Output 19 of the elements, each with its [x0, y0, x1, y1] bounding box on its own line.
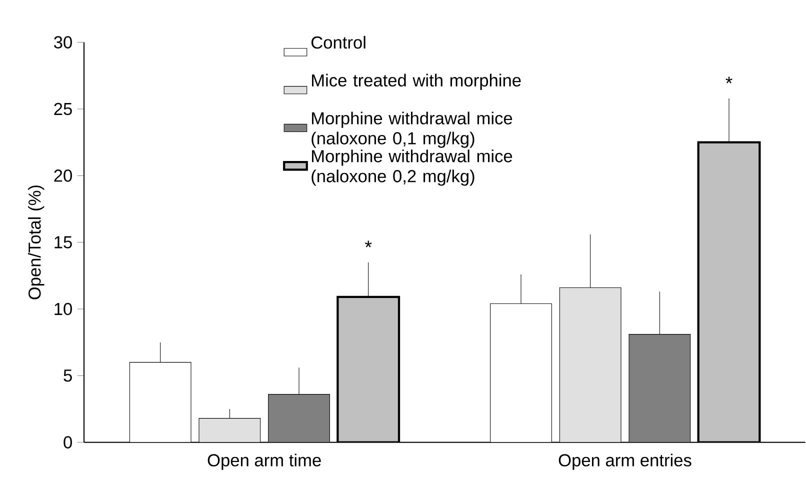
bar	[268, 394, 330, 442]
y-axis-title: Open/Total (%)	[28, 186, 44, 300]
y-tick-label: 15	[54, 236, 72, 248]
y-tick-label: 5	[64, 370, 72, 382]
bar	[697, 141, 761, 442]
y-tick-label: 30	[54, 36, 72, 48]
legend-label: Morphine withdrawal mice (naloxone 0,1 mg/kg)	[312, 112, 512, 148]
legend-label: Mice treated with morphine	[312, 74, 521, 90]
y-tick-label: 25	[54, 102, 72, 116]
bar	[628, 334, 691, 442]
y-tick-label: 0	[64, 436, 72, 448]
x-tick-label: Open arm time	[208, 454, 321, 470]
annotation: *	[365, 240, 372, 248]
annotation: *	[726, 76, 732, 84]
legend-label: Morphine withdrawal mice (naloxone 0,2 mg/kg)	[312, 150, 512, 186]
y-tick-label: 10	[54, 302, 72, 316]
x-tick-label: Open arm entries	[558, 454, 692, 470]
legend-label: Control	[311, 36, 366, 49]
y-tick-label: 20	[54, 170, 72, 182]
